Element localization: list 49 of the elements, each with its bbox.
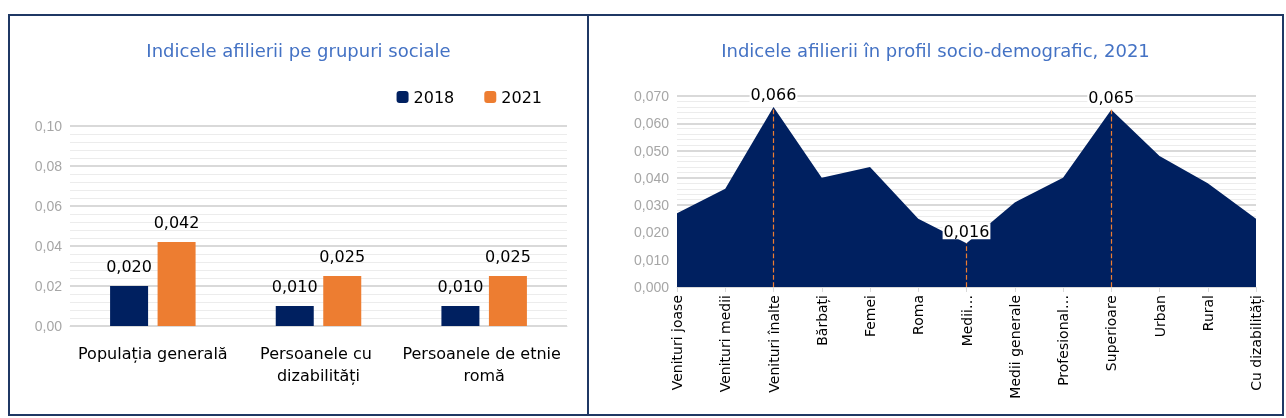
data-label: 0,025 bbox=[485, 246, 531, 266]
x-tick-label: Venituri joase bbox=[669, 295, 685, 391]
x-tick-label: Cu dizabilități bbox=[1248, 295, 1265, 391]
y-tick-label: 0,020 bbox=[633, 224, 670, 241]
data-label: 0,065 bbox=[1088, 88, 1135, 108]
chart-title: Indicele afilierii în profil socio-demografic, 2021 bbox=[721, 39, 1150, 61]
data-label: 0,010 bbox=[437, 276, 484, 296]
bar bbox=[441, 306, 480, 326]
data-label: 0,042 bbox=[153, 212, 200, 232]
chart-title: Indicele afilierii pe grupuri sociale bbox=[146, 39, 451, 61]
data-label: 0,020 bbox=[106, 256, 152, 276]
x-tick-label: Superioare bbox=[1103, 295, 1120, 372]
y-tick-label: 0,000 bbox=[633, 279, 670, 295]
x-tick-label: Venituri medii bbox=[717, 295, 734, 393]
bar bbox=[488, 276, 527, 326]
bar bbox=[110, 286, 149, 326]
bar bbox=[157, 242, 196, 326]
y-tick-label: 0,06 bbox=[34, 198, 63, 214]
y-tick-label: 0,10 bbox=[34, 118, 63, 134]
x-tick-label: Populația generală bbox=[78, 343, 228, 363]
y-tick-label: 0,08 bbox=[34, 158, 63, 174]
x-tick-label: Bărbați bbox=[813, 295, 831, 346]
y-tick-label: 0,040 bbox=[633, 169, 670, 186]
y-tick-label: 0,030 bbox=[633, 197, 670, 214]
data-label: 0,010 bbox=[271, 276, 318, 296]
x-tick-label: Profesional… bbox=[1055, 295, 1071, 386]
bar bbox=[275, 306, 314, 326]
x-tick-label: Venituri înalte bbox=[765, 295, 782, 393]
x-tick-label: Persoanele cu dizabilități bbox=[260, 343, 377, 385]
y-tick-label: 0,00 bbox=[34, 318, 63, 334]
y-tick-label: 0,010 bbox=[633, 251, 670, 268]
y-tick-label: 0,02 bbox=[34, 278, 63, 294]
x-tick-label: Persoanele de etnie romă bbox=[402, 343, 566, 385]
y-tick-label: 0,050 bbox=[633, 142, 670, 159]
data-label: 0,025 bbox=[319, 246, 366, 266]
legend-label: 2018 bbox=[413, 87, 455, 107]
bar bbox=[323, 276, 362, 326]
x-tick-label: Femei bbox=[862, 295, 878, 338]
x-tick-label: Rural bbox=[1199, 295, 1216, 332]
x-tick-label: Medii… bbox=[958, 295, 975, 347]
data-label: 0,016 bbox=[943, 221, 990, 241]
y-tick-label: 0,04 bbox=[34, 238, 63, 254]
y-tick-label: 0,060 bbox=[633, 115, 670, 132]
y-tick-label: 0,070 bbox=[633, 88, 670, 104]
legend-label: 2021 bbox=[501, 87, 542, 107]
x-tick-label: Urban bbox=[1151, 295, 1168, 338]
x-tick-label: Roma bbox=[910, 295, 927, 335]
data-label: 0,066 bbox=[750, 85, 797, 105]
x-tick-label: Medii generale bbox=[1006, 295, 1023, 399]
